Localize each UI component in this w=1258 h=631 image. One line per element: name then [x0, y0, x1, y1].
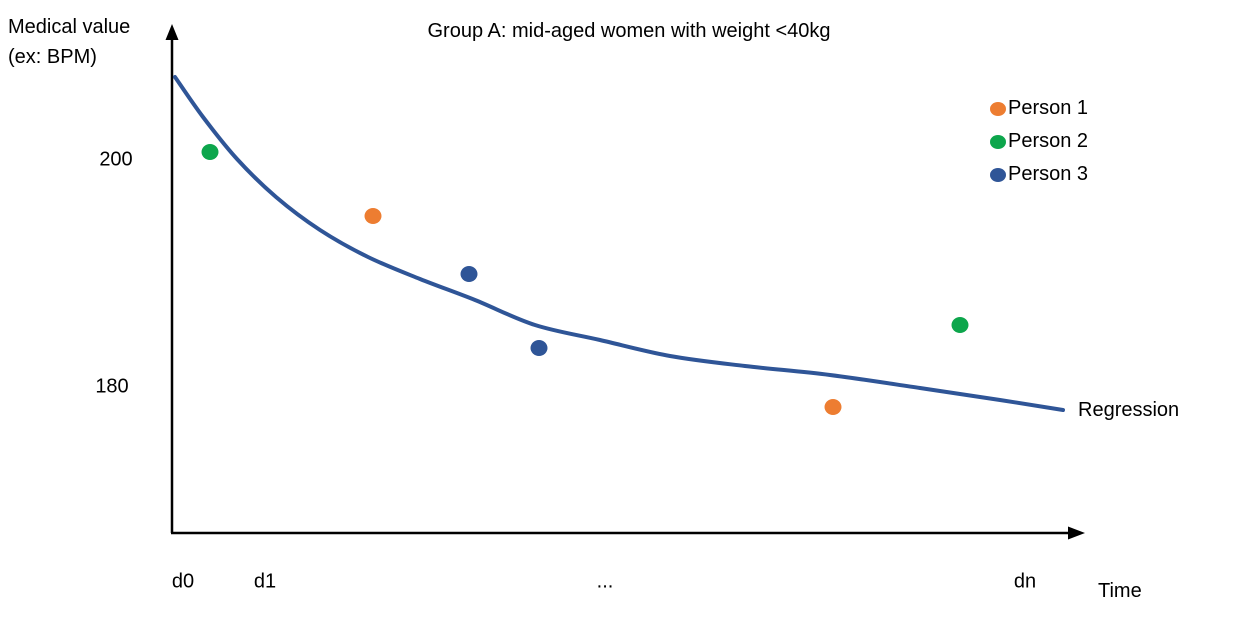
- x-axis-arrow-icon: [1068, 526, 1085, 540]
- x-tick-d0: d0: [171, 570, 195, 593]
- legend-item-person1: Person 1: [990, 92, 1088, 125]
- data-point-person-1: [824, 399, 842, 415]
- legend-label-person1: Person 1: [1008, 97, 1089, 119]
- regression-label: Regression: [1078, 399, 1180, 421]
- regression-curve: [173, 75, 1065, 412]
- legend-dot-person3-icon: [990, 167, 1006, 182]
- data-point-person-1: [364, 208, 382, 224]
- chart-title: Group A: mid-aged women with weight <40k…: [427, 20, 831, 42]
- data-point-person-3: [460, 266, 478, 282]
- legend-dot-person2-icon: [990, 134, 1006, 149]
- x-tick-dn: dn: [1013, 570, 1037, 593]
- legend-dot-person1-icon: [990, 101, 1006, 116]
- legend-label-person3: Person 3: [1008, 163, 1089, 185]
- y-axis-arrow-icon: [165, 24, 179, 40]
- data-point-person-2: [951, 317, 969, 333]
- x-tick-ellipsis: ...: [596, 570, 614, 593]
- data-point-person-2: [201, 144, 219, 160]
- y-tick-200: 200: [99, 148, 133, 171]
- data-point-person-3: [530, 340, 548, 356]
- y-tick-180: 180: [95, 375, 129, 398]
- y-axis-label-line2: (ex: BPM): [8, 46, 97, 68]
- legend-item-person3: Person 3: [990, 158, 1088, 191]
- y-axis-label-line1: Medical value: [8, 16, 131, 38]
- legend: Person 1 Person 2 Person 3: [990, 92, 1088, 191]
- legend-label-person2: Person 2: [1008, 130, 1089, 152]
- x-axis-label: Time: [1098, 580, 1142, 602]
- legend-item-person2: Person 2: [990, 125, 1088, 158]
- x-tick-d1: d1: [253, 570, 277, 593]
